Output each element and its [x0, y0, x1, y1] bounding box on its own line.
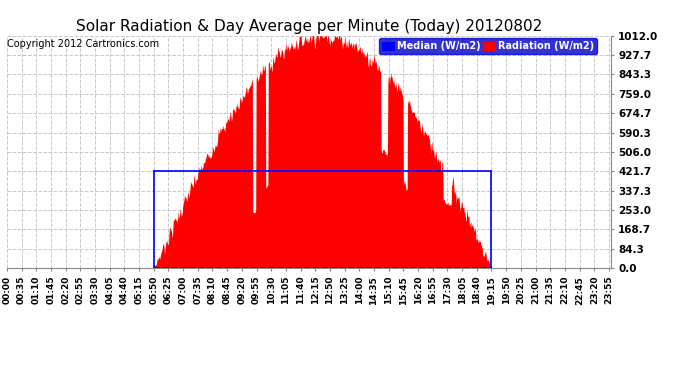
Legend: Median (W/m2), Radiation (W/m2): Median (W/m2), Radiation (W/m2) [379, 38, 597, 54]
Text: Copyright 2012 Cartronics.com: Copyright 2012 Cartronics.com [7, 39, 159, 50]
Title: Solar Radiation & Day Average per Minute (Today) 20120802: Solar Radiation & Day Average per Minute… [76, 20, 542, 34]
